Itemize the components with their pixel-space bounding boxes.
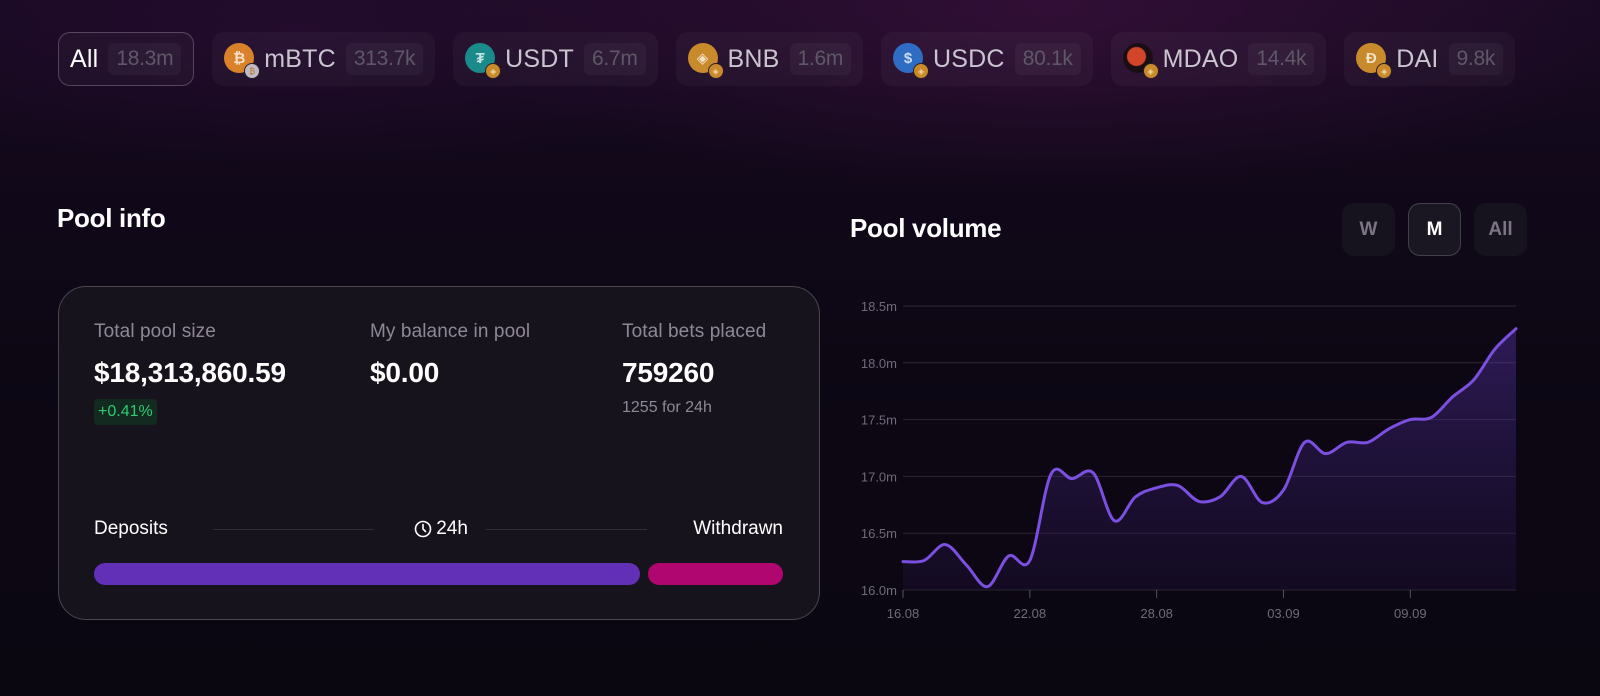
- my-balance-stat: My balance in pool $0.00: [370, 321, 530, 389]
- svg-text:18.5m: 18.5m: [861, 299, 897, 314]
- token-name: USDT: [505, 44, 575, 73]
- divider: [212, 528, 375, 530]
- withdrawn-bar: [648, 563, 783, 585]
- stat-label: Total pool size: [94, 321, 216, 342]
- stat-sub: 1255 for 24h: [622, 399, 712, 416]
- token-tab-mdao[interactable]: ◈ MDAO 14.4k: [1111, 32, 1327, 86]
- change-badge: +0.41%: [94, 399, 157, 425]
- pool-volume-title: Pool volume: [850, 213, 1002, 243]
- area-chart: 16.0m 16.5m 17.0m 17.5m 18.0m 18.5m 16.08 22.0…: [861, 299, 1518, 621]
- token-amount: 6.7m: [584, 43, 646, 75]
- bitcoin-chain-icon: ₿: [244, 63, 261, 79]
- stat-label: Total bets placed: [622, 321, 767, 342]
- pool-info-title: Pool info: [57, 203, 166, 233]
- svg-text:28.08: 28.08: [1140, 606, 1173, 621]
- period-indicator: 24h: [414, 518, 468, 540]
- bnb-icon: ◈ ◈: [687, 43, 724, 79]
- svg-text:18.0m: 18.0m: [861, 356, 897, 371]
- area-fill: [903, 328, 1516, 590]
- svg-text:16.5m: 16.5m: [861, 526, 897, 541]
- period-label: 24h: [436, 518, 468, 539]
- deposits-label: Deposits: [94, 518, 168, 539]
- pool-info-card: Total pool size $18,313,860.59 +0.41% My…: [58, 286, 820, 620]
- clock-icon: [414, 520, 432, 538]
- token-name: mBTC: [264, 44, 336, 73]
- usdc-icon: $ ◈: [893, 43, 930, 79]
- pool-volume-chart: 16.0m 16.5m 17.0m 17.5m 18.0m 18.5m 16.08 22.0…: [850, 290, 1550, 630]
- x-axis: 16.08 22.08 28.08 03.09 09.09: [887, 590, 1427, 621]
- token-filter-tabs: All 18.3m ₿ ₿ mBTC 313.7k ₮ ◈ USDT 6.7m …: [58, 32, 1515, 86]
- period-button-all[interactable]: All: [1474, 203, 1527, 256]
- bnb-chain-icon: ◈: [707, 63, 724, 79]
- stat-label: My balance in pool: [370, 321, 531, 342]
- token-tab-dai[interactable]: Đ ◈ DAI 9.8k: [1344, 32, 1515, 86]
- token-tab-usdc[interactable]: $ ◈ USDC 80.1k: [881, 32, 1093, 86]
- bnb-chain-icon: ◈: [1376, 63, 1393, 79]
- svg-text:17.0m: 17.0m: [861, 469, 897, 484]
- token-amount: 80.1k: [1014, 43, 1081, 75]
- stat-value: $0.00: [370, 357, 440, 388]
- svg-text:16.08: 16.08: [887, 606, 920, 621]
- bnb-chain-icon: ◈: [1142, 63, 1159, 79]
- token-name: DAI: [1396, 44, 1439, 73]
- token-amount: 1.6m: [789, 43, 852, 75]
- tether-icon: ₮ ◈: [465, 43, 502, 79]
- svg-text:17.5m: 17.5m: [861, 413, 897, 428]
- svg-text:03.09: 03.09: [1267, 606, 1300, 621]
- token-tab-mbtc[interactable]: ₿ ₿ mBTC 313.7k: [212, 32, 435, 86]
- withdrawn-label: Withdrawn: [693, 518, 783, 539]
- dai-icon: Đ ◈: [1356, 43, 1393, 79]
- volume-line: [901, 327, 1518, 589]
- bitcoin-icon: ₿ ₿: [224, 43, 261, 79]
- svg-text:22.08: 22.08: [1014, 606, 1047, 621]
- stat-value: 759260: [622, 357, 715, 388]
- token-tab-bnb[interactable]: ◈ ◈ BNB 1.6m: [676, 32, 864, 86]
- token-name: USDC: [933, 44, 1005, 73]
- period-selector: W M All: [1342, 203, 1527, 256]
- total-bets-stat: Total bets placed 759260 1255 for 24h: [622, 321, 766, 417]
- stat-value: $18,313,860.59: [94, 357, 286, 388]
- token-tab-usdt[interactable]: ₮ ◈ USDT 6.7m: [453, 32, 657, 86]
- token-amount: 14.4k: [1248, 43, 1315, 75]
- flow-bars: [94, 563, 783, 585]
- token-name: BNB: [727, 44, 780, 73]
- y-axis: 16.0m 16.5m 17.0m 17.5m 18.0m 18.5m: [861, 299, 897, 598]
- bnb-chain-icon: ◈: [913, 63, 930, 79]
- period-button-week[interactable]: W: [1342, 203, 1395, 256]
- total-pool-size-stat: Total pool size $18,313,860.59 +0.41%: [94, 321, 286, 425]
- period-button-month[interactable]: M: [1408, 203, 1461, 256]
- token-tab-all[interactable]: All 18.3m: [58, 32, 195, 86]
- mdao-icon: ◈: [1122, 43, 1159, 79]
- token-amount: 9.8k: [1448, 43, 1504, 75]
- token-name: MDAO: [1162, 44, 1239, 73]
- token-name: All: [70, 44, 99, 73]
- bnb-chain-icon: ◈: [485, 63, 502, 79]
- token-amount: 18.3m: [108, 43, 182, 75]
- token-amount: 313.7k: [345, 43, 424, 75]
- deposits-bar: [94, 563, 640, 585]
- svg-text:16.0m: 16.0m: [861, 583, 897, 598]
- svg-text:09.09: 09.09: [1394, 606, 1427, 621]
- flow-legend: Deposits 24h Withdrawn: [94, 515, 783, 543]
- divider: [485, 528, 648, 530]
